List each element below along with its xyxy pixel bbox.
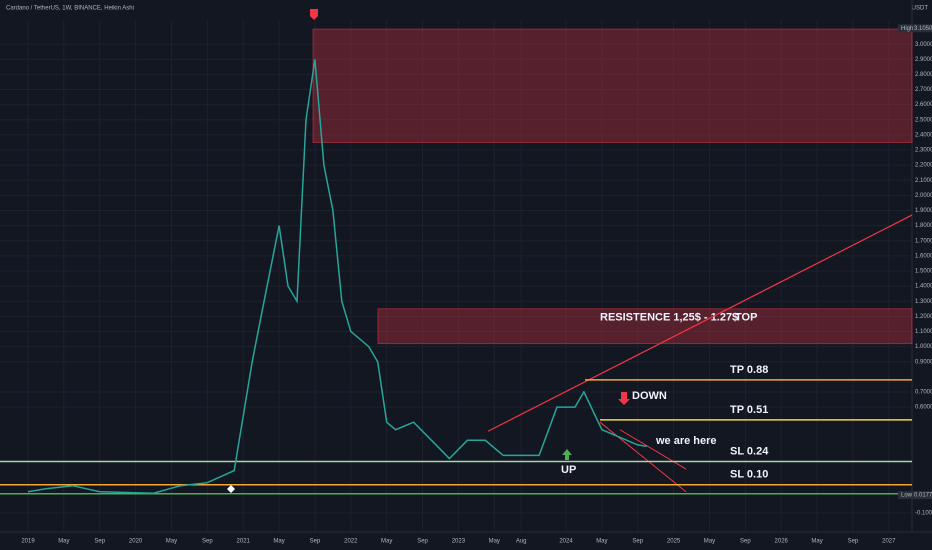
low-name: Low xyxy=(901,493,913,499)
y-tick-label: 1.3000 xyxy=(915,299,932,305)
y-tick-label: 3.0000 xyxy=(915,42,932,48)
x-tick-label: May xyxy=(596,539,607,545)
x-tick-label: 2020 xyxy=(129,539,143,545)
y-tick-label: 1.9000 xyxy=(915,208,932,214)
x-tick-label: Sep xyxy=(740,539,751,545)
x-tick-label: 2024 xyxy=(559,539,573,545)
arrow-down xyxy=(618,392,630,405)
x-tick-label: Sep xyxy=(848,539,859,545)
y-tick-label: 2.4000 xyxy=(915,132,932,138)
annotation: UP xyxy=(561,464,576,476)
y-tick-label: 1.8000 xyxy=(915,223,932,229)
y-tick-label: 1.2000 xyxy=(915,314,932,320)
low-value: 0.0177 xyxy=(914,493,932,499)
price-line xyxy=(27,59,647,494)
zone-label: RESISTENCE 1,25$ - 1.27$ xyxy=(600,312,738,324)
y-tick-label: 2.8000 xyxy=(915,72,932,78)
x-tick-label: Sep xyxy=(417,539,428,545)
x-tick-label: Sep xyxy=(202,539,213,545)
level-label: SL 0.10 xyxy=(730,469,768,481)
y-tick-label: 2.6000 xyxy=(915,102,932,108)
x-tick-label: May xyxy=(58,539,69,545)
marker-top xyxy=(310,9,318,20)
x-tick-label: 2019 xyxy=(21,539,35,545)
y-tick-label: 1.7000 xyxy=(915,238,932,244)
x-tick-label: May xyxy=(381,539,392,545)
y-tick-label: 2.7000 xyxy=(915,87,932,93)
x-tick-label: May xyxy=(273,539,284,545)
marker-bottom xyxy=(227,485,235,493)
x-tick-label: Sep xyxy=(310,539,321,545)
zone xyxy=(377,308,913,345)
y-tick-label: -0.1000 xyxy=(915,510,932,516)
y-tick-label: 1.1000 xyxy=(915,329,932,335)
level-label: TP 0.88 xyxy=(730,364,768,376)
y-tick-label: 1.5000 xyxy=(915,269,932,275)
currency: USDT xyxy=(912,6,929,12)
y-tick-label: 2.0000 xyxy=(915,193,932,199)
y-tick-label: 2.1000 xyxy=(915,178,932,184)
high-name: High xyxy=(901,26,913,32)
x-tick-label: May xyxy=(811,539,822,545)
y-tick-label: 0.9000 xyxy=(915,359,932,365)
channel-line xyxy=(599,421,687,493)
y-tick-label: 1.4000 xyxy=(915,284,932,290)
x-tick-label: May xyxy=(166,539,177,545)
x-tick-label: Sep xyxy=(94,539,105,545)
y-tick-label: 2.5000 xyxy=(915,117,932,123)
x-tick-label: May xyxy=(704,539,715,545)
x-tick-label: 2022 xyxy=(344,539,358,545)
annotation: DOWN xyxy=(632,390,667,402)
y-tick-label: 2.3000 xyxy=(915,148,932,154)
low-tag xyxy=(898,491,932,500)
y-tick-label: 1.0000 xyxy=(915,344,932,350)
y-tick-label: 1.6000 xyxy=(915,253,932,259)
chart-title: Cardano / TetherUS, 1W, BINANCE, Heikin … xyxy=(6,6,134,12)
annotation: we are here xyxy=(655,435,717,447)
channel-line xyxy=(619,429,687,470)
level-label: TP 0.51 xyxy=(730,404,768,416)
x-tick-label: Aug xyxy=(516,539,527,545)
high-tag xyxy=(898,24,932,33)
zone-tag: TOP xyxy=(735,312,757,324)
x-tick-label: 2025 xyxy=(667,539,681,545)
x-tick-label: Sep xyxy=(632,539,643,545)
high-value: 3.1050 xyxy=(914,26,932,32)
x-tick-label: 2026 xyxy=(775,539,789,545)
x-tick-label: 2021 xyxy=(237,539,251,545)
y-tick-label: 0.6000 xyxy=(915,405,932,411)
y-tick-label: 0.7000 xyxy=(915,390,932,396)
x-tick-label: May xyxy=(489,539,500,545)
zone xyxy=(312,28,913,143)
level-label: SL 0.24 xyxy=(730,445,769,457)
x-tick-label: 2027 xyxy=(882,539,896,545)
trend-line xyxy=(487,214,913,432)
y-tick-label: 2.2000 xyxy=(915,163,932,169)
arrow-up xyxy=(562,449,572,460)
x-tick-label: 2023 xyxy=(452,539,466,545)
y-tick-label: 2.9000 xyxy=(915,57,932,63)
